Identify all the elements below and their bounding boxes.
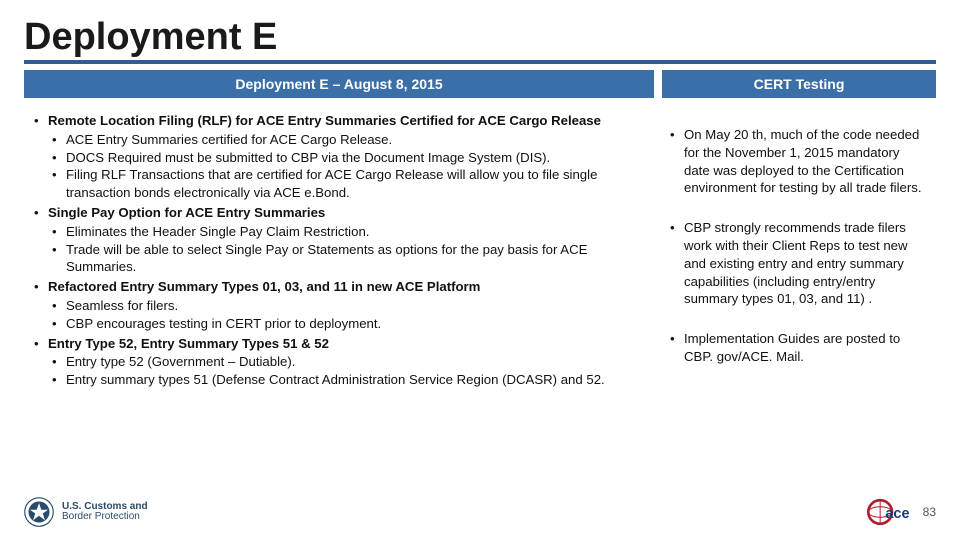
left-list: Remote Location Filing (RLF) for ACE Ent… xyxy=(30,112,646,389)
left-item-lead: Entry Type 52, Entry Summary Types 51 & … xyxy=(48,336,329,351)
ace-logo-icon: ace xyxy=(867,496,913,528)
content-columns: Deployment E – August 8, 2015 Remote Loc… xyxy=(24,70,936,391)
ace-text: ace xyxy=(885,506,909,522)
left-sublist: ACE Entry Summaries certified for ACE Ca… xyxy=(48,131,646,202)
left-sublist: Eliminates the Header Single Pay Claim R… xyxy=(48,223,646,276)
title-underline xyxy=(24,60,936,64)
cbp-logo: U.S. Customs and Border Protection xyxy=(24,497,148,527)
left-subitem: Eliminates the Header Single Pay Claim R… xyxy=(48,223,646,241)
left-subitem: CBP encourages testing in CERT prior to … xyxy=(48,315,646,333)
left-subitem: Seamless for filers. xyxy=(48,297,646,315)
right-item: Implementation Guides are posted to CBP.… xyxy=(668,330,928,366)
slide-title: Deployment E xyxy=(24,18,936,58)
left-item-lead: Refactored Entry Summary Types 01, 03, a… xyxy=(48,279,480,294)
left-item: Single Pay Option for ACE Entry Summarie… xyxy=(30,204,646,276)
right-item: On May 20 th, much of the code needed fo… xyxy=(668,126,928,197)
right-item: CBP strongly recommends trade filers wor… xyxy=(668,219,928,308)
ace-logo: ace 83 xyxy=(867,496,936,528)
left-column-body: Remote Location Filing (RLF) for ACE Ent… xyxy=(24,98,654,391)
right-column-body: On May 20 th, much of the code needed fo… xyxy=(662,98,936,388)
right-column: CERT Testing On May 20 th, much of the c… xyxy=(662,70,936,391)
left-subitem: ACE Entry Summaries certified for ACE Ca… xyxy=(48,131,646,149)
left-column-header: Deployment E – August 8, 2015 xyxy=(24,70,654,98)
left-item: Remote Location Filing (RLF) for ACE Ent… xyxy=(30,112,646,202)
footer: U.S. Customs and Border Protection ace 8… xyxy=(24,496,936,528)
left-item: Entry Type 52, Entry Summary Types 51 & … xyxy=(30,335,646,389)
cbp-line2: Border Protection xyxy=(62,512,148,523)
left-item-lead: Single Pay Option for ACE Entry Summarie… xyxy=(48,205,325,220)
left-subitem: Trade will be able to select Single Pay … xyxy=(48,241,646,277)
left-column: Deployment E – August 8, 2015 Remote Loc… xyxy=(24,70,654,391)
right-list: On May 20 th, much of the code needed fo… xyxy=(668,126,928,366)
left-subitem: DOCS Required must be submitted to CBP v… xyxy=(48,149,646,167)
cbp-seal-icon xyxy=(24,497,54,527)
left-sublist: Seamless for filers. CBP encourages test… xyxy=(48,297,646,333)
cbp-logo-text: U.S. Customs and Border Protection xyxy=(62,502,148,523)
left-subitem: Entry summary types 51 (Defense Contract… xyxy=(48,371,646,389)
right-column-header: CERT Testing xyxy=(662,70,936,98)
slide: Deployment E Deployment E – August 8, 20… xyxy=(0,0,960,540)
left-item: Refactored Entry Summary Types 01, 03, a… xyxy=(30,278,646,332)
left-subitem: Filing RLF Transactions that are certifi… xyxy=(48,166,646,202)
left-sublist: Entry type 52 (Government – Dutiable). E… xyxy=(48,353,646,389)
left-subitem: Entry type 52 (Government – Dutiable). xyxy=(48,353,646,371)
page-number: 83 xyxy=(923,505,936,519)
left-item-lead: Remote Location Filing (RLF) for ACE Ent… xyxy=(48,113,601,128)
